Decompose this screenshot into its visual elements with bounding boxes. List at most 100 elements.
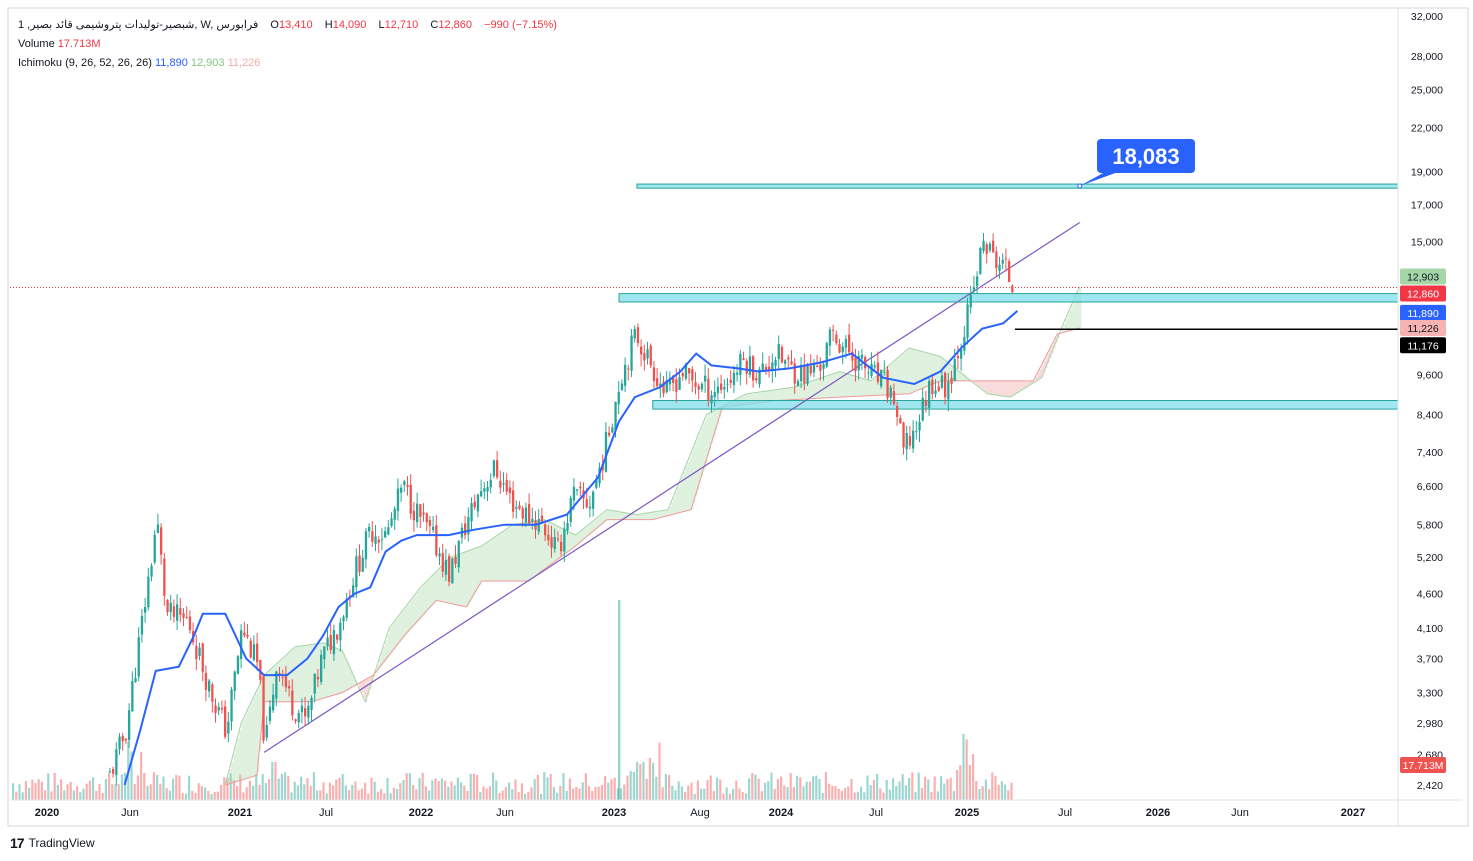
volume-bar <box>552 787 555 800</box>
cloud-segment <box>567 530 570 553</box>
volume-bar <box>863 792 866 800</box>
volume-bar <box>965 739 968 800</box>
volume-bar <box>156 774 159 800</box>
candle-body <box>860 354 864 359</box>
cloud-segment <box>659 511 662 518</box>
cloud-segment <box>693 447 696 503</box>
cloud-segment <box>861 377 864 397</box>
drawing-lines[interactable] <box>10 221 1398 753</box>
volume-bar <box>415 789 418 800</box>
volume-bar <box>21 792 24 800</box>
cloud-segment <box>903 352 906 395</box>
candle-body <box>368 526 371 532</box>
tradingview-logo[interactable]: 17 TradingView <box>10 835 95 851</box>
candle-body <box>848 334 851 353</box>
volume-bar <box>370 777 373 800</box>
volume-bar <box>424 786 427 800</box>
volume-bar <box>764 782 767 800</box>
candle-body <box>483 488 486 492</box>
candle-body <box>614 401 617 430</box>
volume-bar <box>898 781 901 800</box>
cloud-segment <box>975 380 978 385</box>
candle-body <box>457 541 460 568</box>
cloud-segment <box>305 645 308 702</box>
cloud-segment <box>713 410 716 437</box>
symbol-name[interactable]: 1 ,شبصیر-تولیدات پتروشیمی قائد بصیر, W, … <box>18 19 259 31</box>
cloud-segment <box>1079 287 1082 329</box>
cloud-segment <box>921 351 924 389</box>
ichimoku-row[interactable]: Ichimoku (9, 26, 52, 26, 26) 11,890 12,9… <box>18 54 557 73</box>
cloud-segment <box>495 536 498 582</box>
cloud-segment <box>433 574 436 604</box>
candle-body <box>166 599 169 613</box>
volume-bar <box>655 776 658 800</box>
volume-bar <box>728 793 731 800</box>
low-value: 12,710 <box>384 19 419 31</box>
cloud-segment <box>603 512 606 523</box>
cloud-segment <box>643 513 646 520</box>
volume-bar <box>847 786 850 800</box>
candle-body <box>371 531 374 542</box>
volume-bar <box>658 742 661 800</box>
volume-bar <box>380 789 383 800</box>
candle-body <box>121 735 124 742</box>
candle-body <box>240 630 243 660</box>
candle-body <box>204 672 208 690</box>
cloud-segment <box>783 388 786 401</box>
price-callout[interactable]: 18,083 <box>1077 139 1195 189</box>
volume-bar <box>933 776 936 800</box>
volume-bar <box>117 784 120 800</box>
candle-body <box>160 527 163 555</box>
cloud-segment <box>345 657 348 691</box>
candle-body <box>652 367 656 382</box>
cloud-segment <box>841 371 844 398</box>
volume-bar <box>632 771 635 800</box>
candle-body <box>259 660 262 680</box>
volume-bar <box>101 792 104 800</box>
close-label: C <box>430 19 439 31</box>
cloud-segment <box>1045 357 1048 369</box>
volume-bar <box>328 782 331 800</box>
candle-body <box>934 390 937 395</box>
cloud-segment <box>377 664 380 671</box>
candle-body <box>249 640 252 658</box>
tradingview-mark-icon: 17 <box>10 835 25 851</box>
volume-bar <box>674 790 677 800</box>
cloud-segment <box>657 511 660 519</box>
cloud-segment <box>609 510 612 520</box>
cloud-segment <box>703 422 706 470</box>
cloud-segment <box>405 607 408 635</box>
candle-body <box>352 585 355 598</box>
cloud-segment <box>297 646 300 702</box>
volume-bar <box>780 776 783 800</box>
volume-bar <box>530 787 533 800</box>
cloud-segment <box>445 562 448 603</box>
volume-bar <box>184 793 187 800</box>
symbol-row[interactable]: 1 ,شبصیر-تولیدات پتروشیمی قائد بصیر, W, … <box>18 16 557 35</box>
volume-bar <box>338 777 341 800</box>
cloud-segment <box>383 646 386 663</box>
cloud-segment <box>583 528 586 540</box>
volume-bar <box>895 786 898 800</box>
volume-row[interactable]: Volume 17.713M <box>18 35 557 54</box>
candle-body <box>889 387 892 398</box>
volume-bar <box>245 787 248 800</box>
cloud-segment <box>407 604 410 633</box>
volume-bar <box>466 790 469 800</box>
candle-body <box>646 349 649 359</box>
volume-bar <box>828 783 831 800</box>
cloud-segment <box>509 527 512 582</box>
kijun-line <box>123 310 1019 786</box>
candle-body <box>201 643 204 672</box>
candle-body <box>320 654 323 682</box>
volume-bar <box>98 784 101 800</box>
axes[interactable]: 32,000 28,000 25,000 22,000 19,000 17,000 15,0… <box>7 7 1469 827</box>
cloud-segment <box>309 644 312 702</box>
support-resistance-zones[interactable] <box>618 183 1399 410</box>
volume-bar <box>341 774 344 800</box>
cloud-segment <box>455 555 458 605</box>
candle-body <box>281 677 284 679</box>
cloud-segment <box>225 785 228 786</box>
candle-body <box>198 647 201 657</box>
